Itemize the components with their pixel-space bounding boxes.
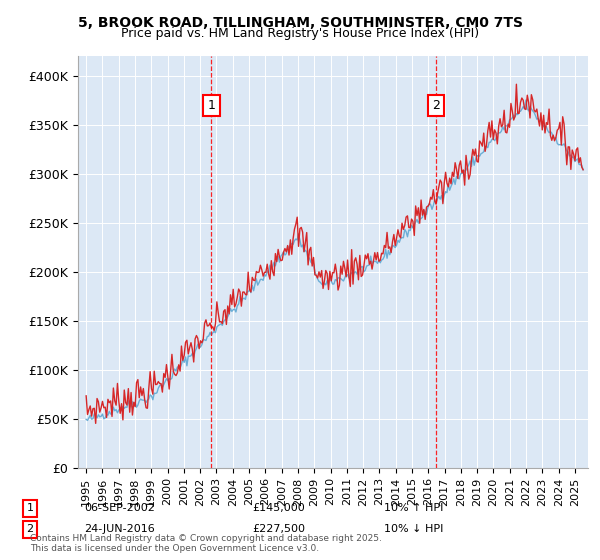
Text: Contains HM Land Registry data © Crown copyright and database right 2025.
This d: Contains HM Land Registry data © Crown c… <box>30 534 382 553</box>
Text: £145,000: £145,000 <box>252 503 305 514</box>
Text: 1: 1 <box>208 99 215 112</box>
Text: 06-SEP-2002: 06-SEP-2002 <box>84 503 155 514</box>
Text: 2: 2 <box>432 99 440 112</box>
Text: Price paid vs. HM Land Registry's House Price Index (HPI): Price paid vs. HM Land Registry's House … <box>121 27 479 40</box>
Text: 5, BROOK ROAD, TILLINGHAM, SOUTHMINSTER, CM0 7TS: 5, BROOK ROAD, TILLINGHAM, SOUTHMINSTER,… <box>77 16 523 30</box>
Text: 10% ↑ HPI: 10% ↑ HPI <box>384 503 443 514</box>
Text: 10% ↓ HPI: 10% ↓ HPI <box>384 524 443 534</box>
Text: £227,500: £227,500 <box>252 524 305 534</box>
Text: 1: 1 <box>26 503 34 514</box>
Text: 24-JUN-2016: 24-JUN-2016 <box>84 524 155 534</box>
Text: 2: 2 <box>26 524 34 534</box>
